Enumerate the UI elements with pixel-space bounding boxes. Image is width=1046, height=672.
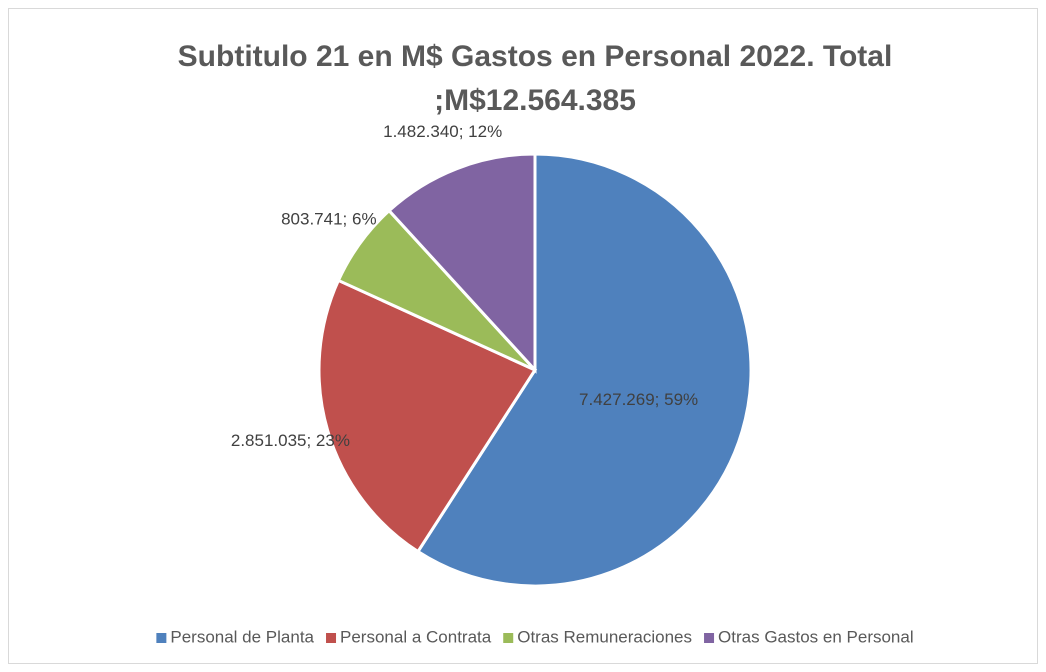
legend-swatch <box>503 633 514 643</box>
data-label: 1.482.340; 12% <box>383 122 502 141</box>
legend-swatch <box>704 633 715 643</box>
data-label: 2.851.035; 23% <box>231 431 350 450</box>
chart-title: Subtitulo 21 en M$ Gastos en Personal 20… <box>178 40 893 73</box>
data-label: 7.427.269; 59% <box>579 390 698 409</box>
legend-label: Otras Remuneraciones <box>517 627 692 646</box>
legend-label: Personal de Planta <box>170 627 314 646</box>
pie-slice <box>387 152 537 374</box>
legend-swatch <box>156 633 167 643</box>
pie-slice <box>415 152 753 588</box>
legend-label: Otras Gastos en Personal <box>718 627 914 646</box>
legend-swatch <box>326 633 337 643</box>
pie-slice <box>317 278 538 554</box>
data-label: 803.741; 6% <box>281 210 376 229</box>
legend-label: Personal a Contrata <box>340 627 492 646</box>
chart-title: ;M$12.564.385 <box>434 84 636 117</box>
